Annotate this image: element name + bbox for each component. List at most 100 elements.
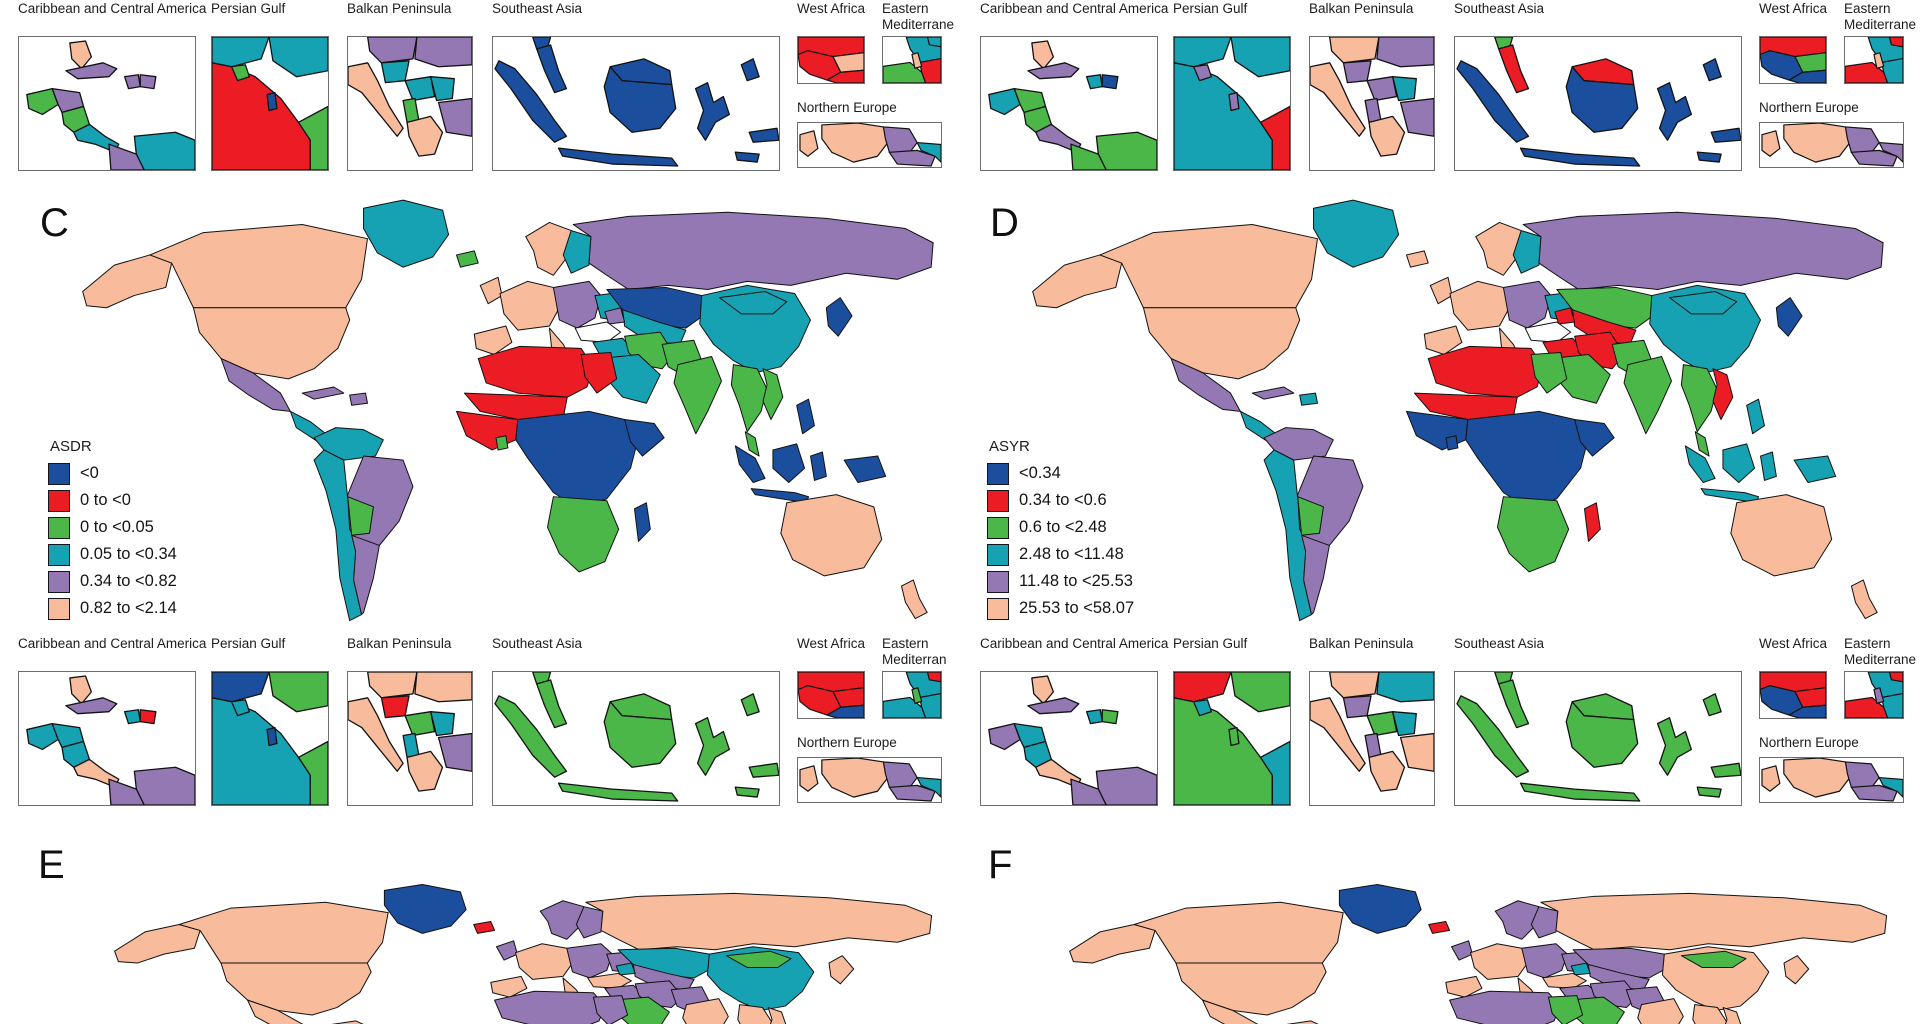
inset-part-wa-bottom — [1789, 705, 1826, 718]
inset-part-gulf-southeast — [299, 106, 328, 170]
legend-item: 0.34 to <0.82 — [48, 568, 177, 595]
region-greenland — [1339, 884, 1421, 933]
region-russia — [586, 893, 932, 949]
region-mongolia — [1670, 292, 1737, 314]
region-usa — [1176, 963, 1326, 1015]
region-north-africa — [495, 991, 605, 1024]
inset-part-cuba — [66, 698, 117, 714]
region-horn-of-africa — [1575, 419, 1615, 456]
region-mexico — [1171, 359, 1240, 412]
inset-label-northern-europe: Northern Europe — [1759, 735, 1859, 750]
region-andes — [1264, 450, 1311, 621]
inset-part-croatia — [381, 61, 409, 83]
legend-title-asyr: ASYR — [989, 438, 1030, 455]
inset-label-line: Mediterrane — [1844, 651, 1917, 667]
inset-part-bulgaria — [431, 712, 455, 736]
inset-part-albania — [1365, 734, 1381, 758]
legend-swatch-blue — [48, 462, 70, 485]
legend-range: 0 to <0 — [80, 491, 131, 509]
inset-part-guatemala — [989, 724, 1020, 750]
region-se-asia-mainland — [1693, 1005, 1727, 1024]
legend-swatch-peach — [987, 597, 1009, 620]
world-map-e — [88, 880, 943, 1024]
region-argentina — [1302, 535, 1330, 614]
region-north-africa — [1450, 991, 1560, 1024]
inset-part-yucatan — [70, 41, 92, 69]
inset-label-persian-gulf: Persian Gulf — [1173, 1, 1248, 16]
inset-part-serbia — [1367, 77, 1397, 101]
legend-item: 25.53 to <58.07 — [987, 595, 1134, 622]
region-caucasus — [616, 963, 635, 975]
region-scandinavia — [540, 901, 584, 940]
legend-swatch-purple — [987, 570, 1009, 593]
inset-part-em-east — [920, 59, 941, 83]
inset-label-balkan: Balkan Peninsula — [1309, 636, 1414, 651]
region-scandinavia — [526, 222, 571, 275]
inset-part-qatar — [267, 728, 277, 746]
inset-label-northern-europe: Northern Europe — [797, 735, 897, 750]
inset-part-colombia — [1071, 144, 1106, 170]
region-uk-ireland — [1452, 941, 1473, 960]
region-china — [1662, 947, 1768, 1011]
inset-label-caribbean: Caribbean and Central America — [18, 636, 207, 651]
region-mongolia — [720, 292, 787, 314]
region-turkey — [1543, 973, 1587, 988]
legend-item: <0 — [48, 460, 177, 487]
inset-part-sumatra — [1457, 61, 1529, 142]
region-south-america-centre — [1298, 497, 1324, 536]
region-egypt — [1548, 996, 1582, 1024]
inset-part-bulgaria — [431, 77, 455, 101]
legend-range: 2.48 to <11.48 — [1019, 545, 1124, 563]
inset-part-gulf-northwest — [1174, 672, 1231, 702]
inset-set-mid-left: Caribbean and Central America Persian Gu… — [0, 635, 958, 810]
region-philippines — [797, 399, 815, 434]
region-north-africa — [478, 346, 593, 397]
region-mexico — [221, 359, 290, 412]
inset-part-balkan-ne — [415, 37, 472, 67]
region-southern-africa — [1497, 497, 1568, 572]
inset-label-line: Mediterrane — [882, 16, 955, 32]
inset-label-line: Mediterrane — [1844, 16, 1917, 32]
legend-range: 25.53 to <58.07 — [1019, 599, 1135, 617]
region-scandinavia — [1476, 222, 1521, 275]
inset-map-eastern-med — [882, 671, 942, 719]
inset-map-west-africa — [797, 36, 865, 84]
inset-part-cuba — [1028, 698, 1079, 714]
inset-map-southeast-asia — [1454, 36, 1742, 171]
inset-part-gulf-northeast — [1231, 672, 1290, 712]
inset-part-java — [559, 783, 678, 801]
inset-label-line: Eastern — [1844, 636, 1891, 651]
inset-map-west-africa — [797, 671, 865, 719]
inset-map-northern-europe — [797, 122, 942, 168]
region-hispaniola — [350, 393, 368, 405]
region-cuba — [302, 387, 344, 399]
inset-part-sumatra — [495, 696, 566, 777]
legend-swatch-teal — [48, 543, 70, 566]
region-cuba — [326, 1021, 366, 1024]
inset-part-em-east — [1882, 694, 1903, 718]
region-japan — [829, 956, 854, 984]
inset-part-malay-peninsula — [537, 680, 567, 728]
region-china — [700, 285, 811, 372]
inset-part-gulf-northwest — [1174, 37, 1231, 67]
inset-label-northern-europe: Northern Europe — [1759, 100, 1859, 115]
inset-set-top-left: Caribbean and Central America Persian Gu… — [0, 0, 958, 175]
region-greenland — [384, 884, 466, 933]
inset-map-balkan — [1309, 671, 1435, 806]
inset-part-ne-scandinavia — [822, 123, 890, 162]
legend-item: 2.48 to <11.48 — [987, 541, 1134, 568]
inset-part-malay-peninsula — [1499, 45, 1529, 93]
inset-part-em-israel — [912, 688, 922, 704]
inset-map-eastern-med — [1844, 671, 1904, 719]
inset-part-haiti — [125, 75, 141, 89]
inset-part-colombia — [1071, 779, 1106, 805]
region-hispaniola — [1300, 393, 1318, 405]
inset-part-sulawesi — [696, 718, 730, 776]
inset-map-eastern-med — [882, 36, 942, 84]
legend-range: 0.34 to <0.82 — [80, 572, 177, 590]
inset-part-balkan-ne — [1377, 37, 1434, 67]
inset-part-em-israel — [912, 53, 922, 69]
region-se-asia-mainland — [738, 1005, 772, 1024]
inset-part-greece — [1369, 751, 1404, 791]
inset-part-albania — [403, 99, 419, 123]
